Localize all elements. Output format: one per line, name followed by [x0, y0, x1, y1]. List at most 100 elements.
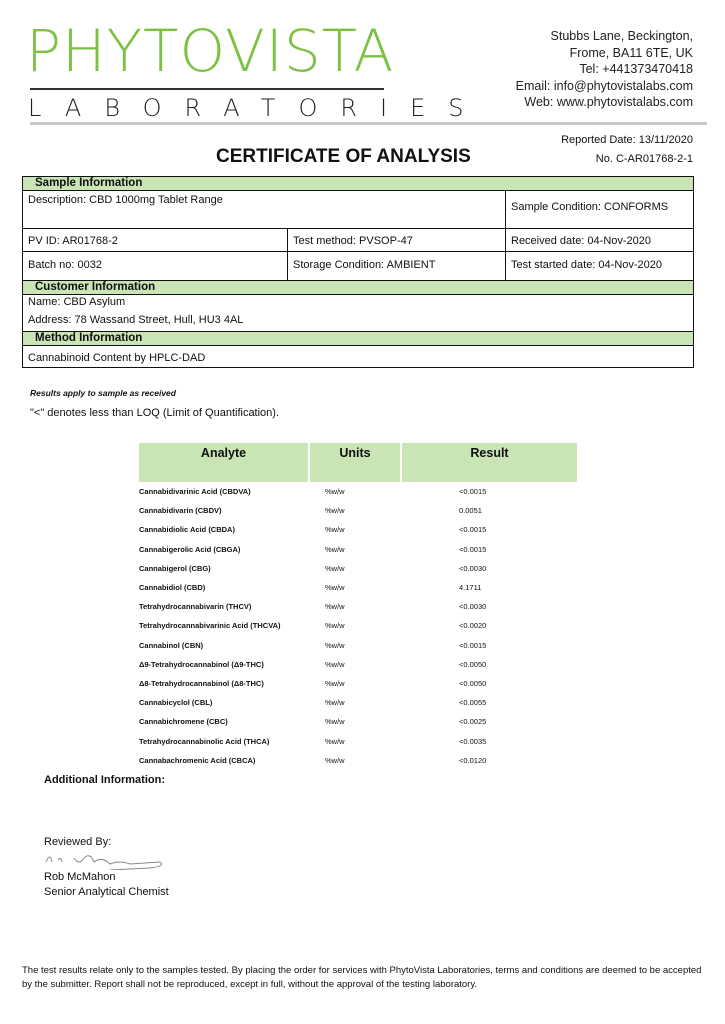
reported-date: Reported Date: 13/11/2020	[561, 134, 693, 146]
units-cell: %w/w	[325, 698, 345, 708]
website: Web: www.phytovistalabs.com	[524, 95, 693, 109]
logo-subtitle: LABORATORIES	[28, 94, 487, 122]
table-row: Cannabidivarinic Acid (CBDVA) %w/w <0.0015	[139, 482, 577, 501]
analyte-cell: Cannabidivarin (CBDV)	[139, 506, 222, 516]
analyte-header: Analyte	[139, 443, 310, 482]
sample-condition: Sample Condition: CONFORMS	[511, 201, 669, 213]
header-divider	[30, 122, 707, 125]
analyte-cell: Cannabidiolic Acid (CBDA)	[139, 525, 235, 535]
customer-info-heading: Customer Information	[23, 281, 693, 295]
units-header: Units	[309, 443, 402, 482]
address-line: Frome, BA11 6TE, UK	[569, 45, 693, 60]
reviewer-block: Reviewed By: Rob McMahon Senior Analytic…	[44, 835, 169, 900]
result-cell: <0.0015	[459, 640, 487, 650]
result-cell: <0.0015	[459, 525, 487, 535]
units-cell: %w/w	[325, 736, 345, 746]
table-row: Tetrahydrocannabivarin (THCV) %w/w <0.0030	[139, 597, 577, 616]
pv-id: PV ID: AR01768-2	[23, 229, 288, 251]
lab-address: Stubbs Lane, Beckington, Frome, BA11 6TE…	[516, 28, 693, 111]
units-cell: %w/w	[325, 717, 345, 727]
result-cell: <0.0050	[459, 678, 487, 688]
result-cell: 4.1711	[459, 583, 482, 593]
reviewer-name: Rob McMahon	[44, 871, 116, 883]
units-cell: %w/w	[325, 487, 345, 497]
customer-name: Name: CBD Asylum	[28, 296, 126, 308]
units-cell: %w/w	[325, 563, 345, 573]
analyte-cell: Tetrahydrocannabivarinic Acid (THCVA)	[139, 621, 281, 631]
analyte-cell: Δ8-Tetrahydrocannabinol (Δ8-THC)	[139, 678, 264, 688]
analyte-cell: Cannabachromenic Acid (CBCA)	[139, 755, 256, 765]
result-cell: <0.0015	[459, 544, 487, 554]
result-cell: 0.0051	[459, 506, 482, 516]
storage-condition: Storage Condition: AMBIENT	[288, 252, 506, 280]
result-cell: <0.0015	[459, 487, 487, 497]
table-row: Δ8-Tetrahydrocannabinol (Δ8-THC) %w/w <0.0…	[139, 674, 577, 693]
table-row: Cannabidiolic Acid (CBDA) %w/w <0.0015	[139, 520, 577, 539]
method-text: Cannabinoid Content by HPLC-DAD	[28, 352, 206, 364]
received-date: Received date: 04-Nov-2020	[511, 235, 652, 247]
table-row: Cannabigerolic Acid (CBGA) %w/w <0.0015	[139, 540, 577, 559]
units-cell: %w/w	[325, 678, 345, 688]
table-row: Δ9-Tetrahydrocannabinol (Δ9-THC) %w/w <0.0…	[139, 655, 577, 674]
table-row: Cannabidiol (CBD) %w/w 4.1711	[139, 578, 577, 597]
footer-disclaimer: The test results relate only to the samp…	[22, 965, 702, 990]
units-cell: %w/w	[325, 621, 345, 631]
table-row: Tetrahydrocannabivarinic Acid (THCVA) %w/…	[139, 616, 577, 635]
logo-divider	[30, 88, 384, 90]
result-cell: <0.0120	[459, 755, 487, 765]
analyte-cell: Cannabidivarinic Acid (CBDVA)	[139, 487, 251, 497]
customer-address: Address: 78 Wassand Street, Hull, HU3 4A…	[28, 314, 244, 326]
units-cell: %w/w	[325, 602, 345, 612]
units-cell: %w/w	[325, 506, 345, 516]
address-line: Stubbs Lane, Beckington,	[550, 29, 693, 43]
analyte-cell: Tetrahydrocannabivarin (THCV)	[139, 602, 252, 612]
analyte-cell: Cannabigerol (CBG)	[139, 563, 211, 573]
table-row: Cannabigerol (CBG) %w/w <0.0030	[139, 559, 577, 578]
results-apply-note: Results apply to sample as received	[30, 388, 176, 398]
units-cell: %w/w	[325, 583, 345, 593]
table-row: Cannabidivarin (CBDV) %w/w 0.0051	[139, 501, 577, 520]
table-row: Cannabinol (CBN) %w/w <0.0015	[139, 636, 577, 655]
test-started-date: Test started date: 04-Nov-2020	[511, 259, 663, 271]
sample-info-heading: Sample Information	[23, 177, 693, 191]
reviewer-role: Senior Analytical Chemist	[44, 886, 169, 898]
table-row: Cannabichromene (CBC) %w/w <0.0025	[139, 712, 577, 731]
result-cell: <0.0025	[459, 717, 487, 727]
sample-description: Description: CBD 1000mg Tablet Range	[23, 191, 506, 228]
info-box: Sample Information Description: CBD 1000…	[22, 176, 694, 368]
result-cell: <0.0050	[459, 659, 487, 669]
units-cell: %w/w	[325, 640, 345, 650]
certificate-number: No. C-AR01768-2-1	[595, 153, 693, 165]
analyte-cell: Cannabigerolic Acid (CBGA)	[139, 544, 241, 554]
phone: Tel: +441373470418	[579, 62, 693, 76]
batch-number: Batch no: 0032	[23, 252, 288, 280]
result-cell: <0.0030	[459, 602, 487, 612]
email: Email: info@phytovistalabs.com	[515, 78, 693, 93]
page-title: CERTIFICATE OF ANALYSIS	[216, 146, 471, 167]
analyte-cell: Cannabidiol (CBD)	[139, 583, 206, 593]
units-cell: %w/w	[325, 755, 345, 765]
table-row: Tetrahydrocannabinolic Acid (THCA) %w/w <0…	[139, 731, 577, 750]
reviewed-by-label: Reviewed By:	[44, 836, 112, 848]
result-header: Result	[401, 443, 577, 482]
analyte-cell: Cannabicyclol (CBL)	[139, 698, 213, 708]
signature-image	[45, 855, 163, 870]
analyte-cell: Δ9-Tetrahydrocannabinol (Δ9-THC)	[139, 659, 264, 669]
analyte-cell: Cannabinol (CBN)	[139, 640, 204, 650]
units-cell: %w/w	[325, 544, 345, 554]
result-cell: <0.0035	[459, 736, 487, 746]
table-row: Cannabicyclol (CBL) %w/w <0.0055	[139, 693, 577, 712]
logo: PHYTOVISTA	[26, 17, 395, 85]
result-cell: <0.0055	[459, 698, 487, 708]
report-meta: Reported Date: 13/11/2020 No. C-AR01768-…	[561, 131, 693, 169]
method-info-heading: Method Information	[23, 332, 693, 346]
result-cell: <0.0020	[459, 621, 487, 631]
analyte-cell: Tetrahydrocannabinolic Acid (THCA)	[139, 736, 270, 746]
test-method: Test method: PVSOP-47	[288, 229, 506, 251]
analyte-cell: Cannabichromene (CBC)	[139, 717, 228, 727]
loq-note: "<" denotes less than LOQ (Limit of Quan…	[30, 407, 280, 419]
units-cell: %w/w	[325, 525, 345, 535]
results-table: Analyte Units Result Cannabidivarinic Ac…	[139, 443, 577, 770]
units-cell: %w/w	[325, 659, 345, 669]
